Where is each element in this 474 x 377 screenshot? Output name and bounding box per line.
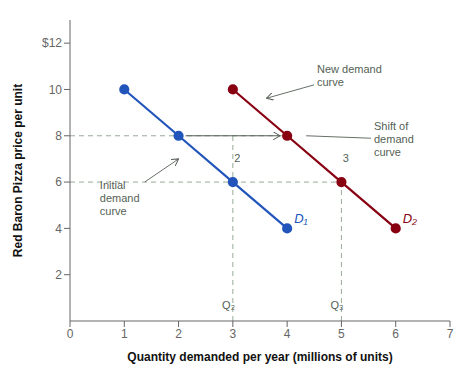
svg-text:D₁: D₁: [294, 211, 308, 226]
svg-text:7: 7: [447, 327, 454, 341]
svg-text:5: 5: [338, 327, 345, 341]
svg-text:8: 8: [55, 129, 62, 143]
svg-text:3: 3: [230, 327, 237, 341]
svg-text:6: 6: [55, 175, 62, 189]
svg-text:$12: $12: [42, 36, 62, 50]
svg-text:Shift ofdemandcurve: Shift ofdemandcurve: [374, 120, 414, 158]
svg-text:2: 2: [234, 152, 240, 164]
svg-text:10: 10: [49, 83, 63, 97]
svg-text:2: 2: [55, 268, 62, 282]
svg-text:D₂: D₂: [403, 211, 417, 226]
svg-text:6: 6: [392, 327, 399, 341]
svg-text:4: 4: [55, 222, 62, 236]
svg-text:1: 1: [121, 327, 128, 341]
svg-text:Red Baron Pizza price per unit: Red Baron Pizza price per unit: [11, 84, 25, 257]
svg-text:0: 0: [67, 327, 74, 341]
svg-text:3: 3: [343, 152, 349, 164]
svg-text:Q₃: Q₃: [331, 299, 344, 311]
svg-text:Q₂: Q₂: [222, 299, 235, 311]
svg-text:2: 2: [175, 327, 182, 341]
svg-text:New demandcurve: New demandcurve: [317, 63, 382, 88]
svg-text:Quantity demanded per year (mi: Quantity demanded per year (millions of …: [127, 350, 392, 364]
svg-text:Initialdemandcurve: Initialdemandcurve: [100, 179, 140, 217]
svg-text:4: 4: [284, 327, 291, 341]
